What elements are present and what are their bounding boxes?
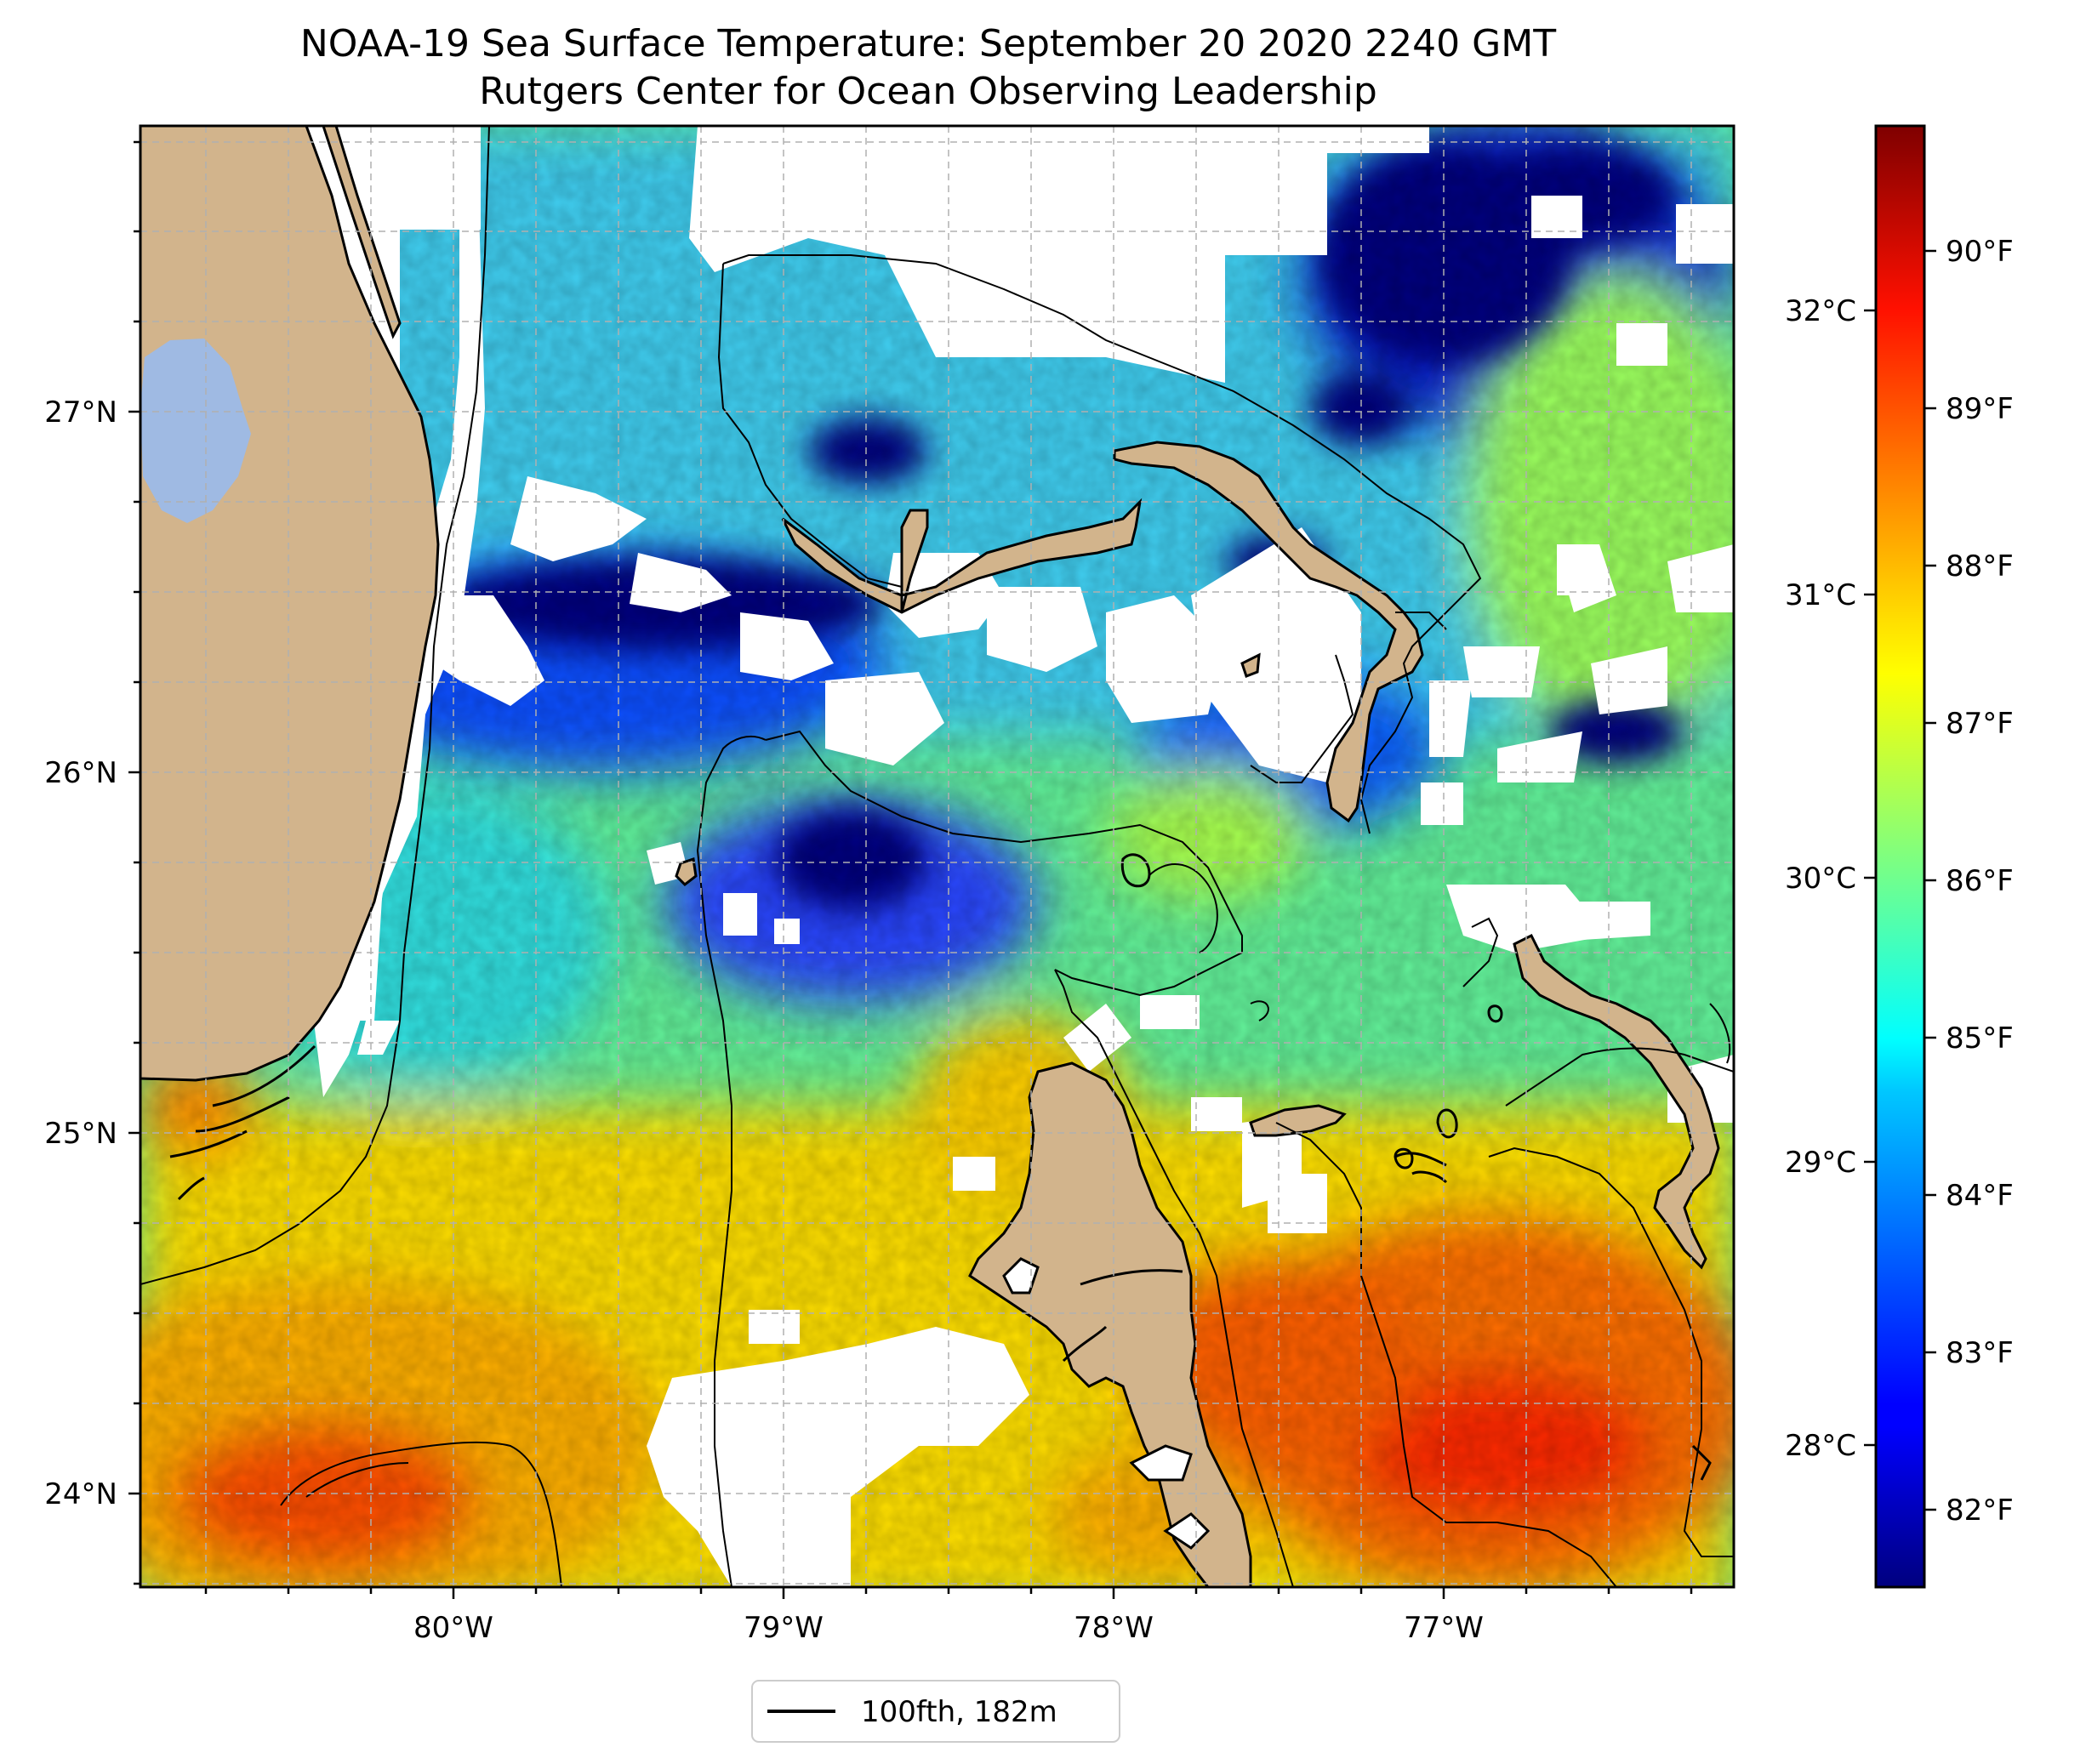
lake-okeechobee — [140, 339, 251, 523]
small-cay-1 — [1436, 1108, 1458, 1139]
bimini — [675, 857, 698, 886]
figure-title: NOAA-19 Sea Surface Temperature: Septemb… — [300, 22, 1556, 65]
berry-islands — [1120, 853, 1151, 888]
legend: 100fth, 182m — [751, 1680, 1120, 1743]
lon-tick-label: 78°W — [1074, 1611, 1154, 1645]
colorbar-fahrenheit-label: 86°F — [1946, 864, 2014, 898]
map-panel[interactable] — [17, 111, 1770, 1616]
colorbar-fahrenheit-label: 90°F — [1946, 235, 2014, 269]
colorbar-fahrenheit-label: 89°F — [1946, 392, 2014, 426]
new-providence-land — [1249, 1104, 1347, 1137]
small-cay-2 — [1394, 1147, 1414, 1169]
lat-tick-label: 27°N — [44, 395, 117, 430]
eleuthera-land — [1513, 933, 1720, 1270]
colorbar-celsius-label: 32°C — [1785, 294, 1856, 328]
colorbar-fahrenheit-label: 88°F — [1946, 549, 2014, 583]
grand-bahama-land — [781, 498, 1143, 614]
abaco-land — [1113, 441, 1424, 823]
map-gridlines — [140, 126, 1734, 1587]
figure-subtitle: Rutgers Center for Ocean Observing Leade… — [479, 70, 1377, 113]
colorbar-fahrenheit-label: 83°F — [1946, 1336, 2014, 1370]
lat-tick-label: 25°N — [44, 1117, 117, 1151]
colorbar-fahrenheit-label: 85°F — [1946, 1021, 2014, 1056]
colorbar-fahrenheit-label: 87°F — [1946, 707, 2014, 741]
map-frame — [139, 124, 1735, 1589]
abaco-small-island — [1240, 652, 1261, 678]
colorbar: 32°C 31°C 30°C 29°C 28°C 90°F 89°F 88°F … — [1785, 124, 2014, 1589]
andros-bight-1 — [1002, 1257, 1040, 1295]
colorbar-fahrenheit-label: 82°F — [1946, 1494, 2014, 1528]
andros-bight-2 — [1129, 1444, 1193, 1482]
lon-tick-label: 79°W — [744, 1611, 824, 1645]
small-cay-3 — [1487, 1004, 1503, 1023]
isobath-100fth — [140, 126, 1734, 1587]
colorbar-gradient — [1874, 124, 1926, 1589]
lat-tick-label: 26°N — [44, 756, 117, 790]
florida-keys — [169, 1044, 316, 1201]
lon-tick-label: 77°W — [1404, 1611, 1484, 1645]
map-axis-ticks — [128, 140, 1693, 1599]
colorbar-fahrenheit-label: 84°F — [1946, 1179, 2014, 1213]
andros-bight-3 — [1163, 1512, 1211, 1550]
legend-box — [751, 1680, 1120, 1743]
andros-channel — [1062, 1269, 1183, 1363]
colorbar-celsius-label: 29°C — [1785, 1146, 1856, 1180]
lon-tick-label: 80°W — [413, 1611, 493, 1645]
land-masses — [140, 126, 1720, 1587]
colorbar-celsius-label: 30°C — [1785, 862, 1856, 896]
colorbar-celsius-label: 28°C — [1785, 1429, 1856, 1463]
lat-tick-label: 24°N — [44, 1477, 117, 1511]
colorbar-celsius-label: 31°C — [1785, 578, 1856, 612]
legend-label: 100fth, 182m — [861, 1695, 1057, 1729]
